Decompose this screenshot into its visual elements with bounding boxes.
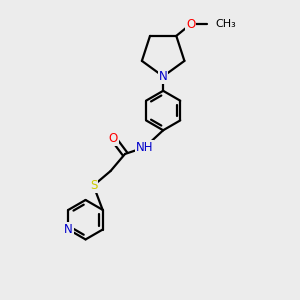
Text: O: O — [186, 18, 195, 31]
Text: O: O — [109, 132, 118, 145]
Text: N: N — [159, 70, 167, 83]
Text: NH: NH — [136, 141, 154, 154]
Text: CH₃: CH₃ — [216, 19, 236, 29]
Text: S: S — [90, 179, 97, 192]
Text: N: N — [64, 223, 73, 236]
